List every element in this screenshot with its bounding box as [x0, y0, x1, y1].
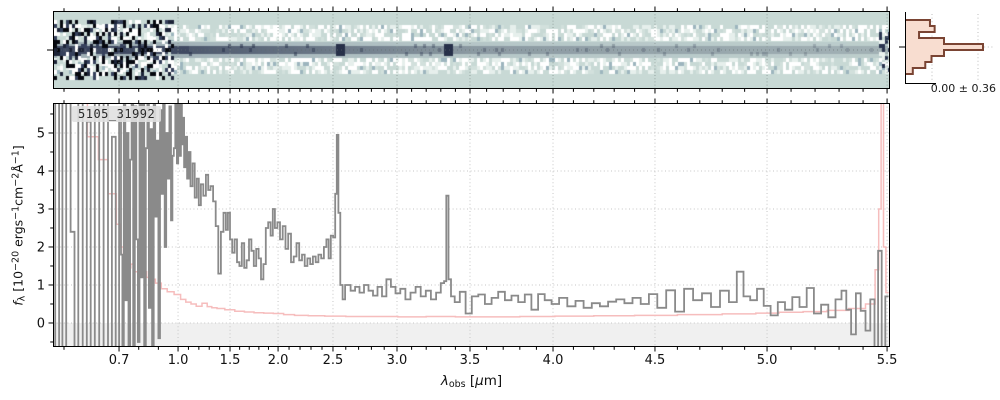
zero-shade-region	[53, 322, 890, 347]
x-tick-label: 3.0	[387, 353, 408, 368]
y-axis-label: fλ [10−20 ergs−1cm−2Å−1]	[10, 145, 28, 306]
hist-outline	[905, 19, 984, 75]
spectrum-series	[53, 103, 889, 347]
x-tick-label: 3.5	[460, 353, 481, 368]
y-tick-label: 2	[37, 240, 45, 255]
x-axis-label: λobs [μm]	[440, 373, 503, 390]
error-curve	[86, 103, 889, 318]
x-tick-label: 0.7	[109, 353, 130, 368]
hist-bars	[905, 19, 984, 75]
axes-spines-ticks	[47, 6, 936, 352]
x-tick-label: 4.5	[645, 353, 666, 368]
tick-labels: 0.7 1.0 1.5 2.0 2.5 3.0 3.5 4.0 4.5 5.0 5.5 0 1 2 3 4 5	[37, 126, 898, 368]
x-tick-label: 2.5	[323, 353, 344, 368]
x-tick-label: 2.0	[268, 353, 289, 368]
y-tick-label: 0	[37, 316, 45, 331]
x-tick-label: 1.5	[220, 353, 241, 368]
hist-annotation: 0.00 ± 0.36	[930, 82, 996, 95]
x-tick-label: 1.0	[168, 353, 189, 368]
x-tick-label: 5.0	[757, 353, 778, 368]
y-tick-label: 3	[37, 202, 45, 217]
object-id-label: 5105_31992	[72, 106, 162, 122]
y-tick-label: 4	[37, 164, 45, 179]
flux-spectrum-curve	[53, 103, 889, 347]
x-tick-label: 5.5	[877, 353, 898, 368]
y-tick-label: 5	[37, 126, 45, 141]
y-tick-label: 1	[37, 278, 45, 293]
x-tick-label: 4.0	[543, 353, 564, 368]
